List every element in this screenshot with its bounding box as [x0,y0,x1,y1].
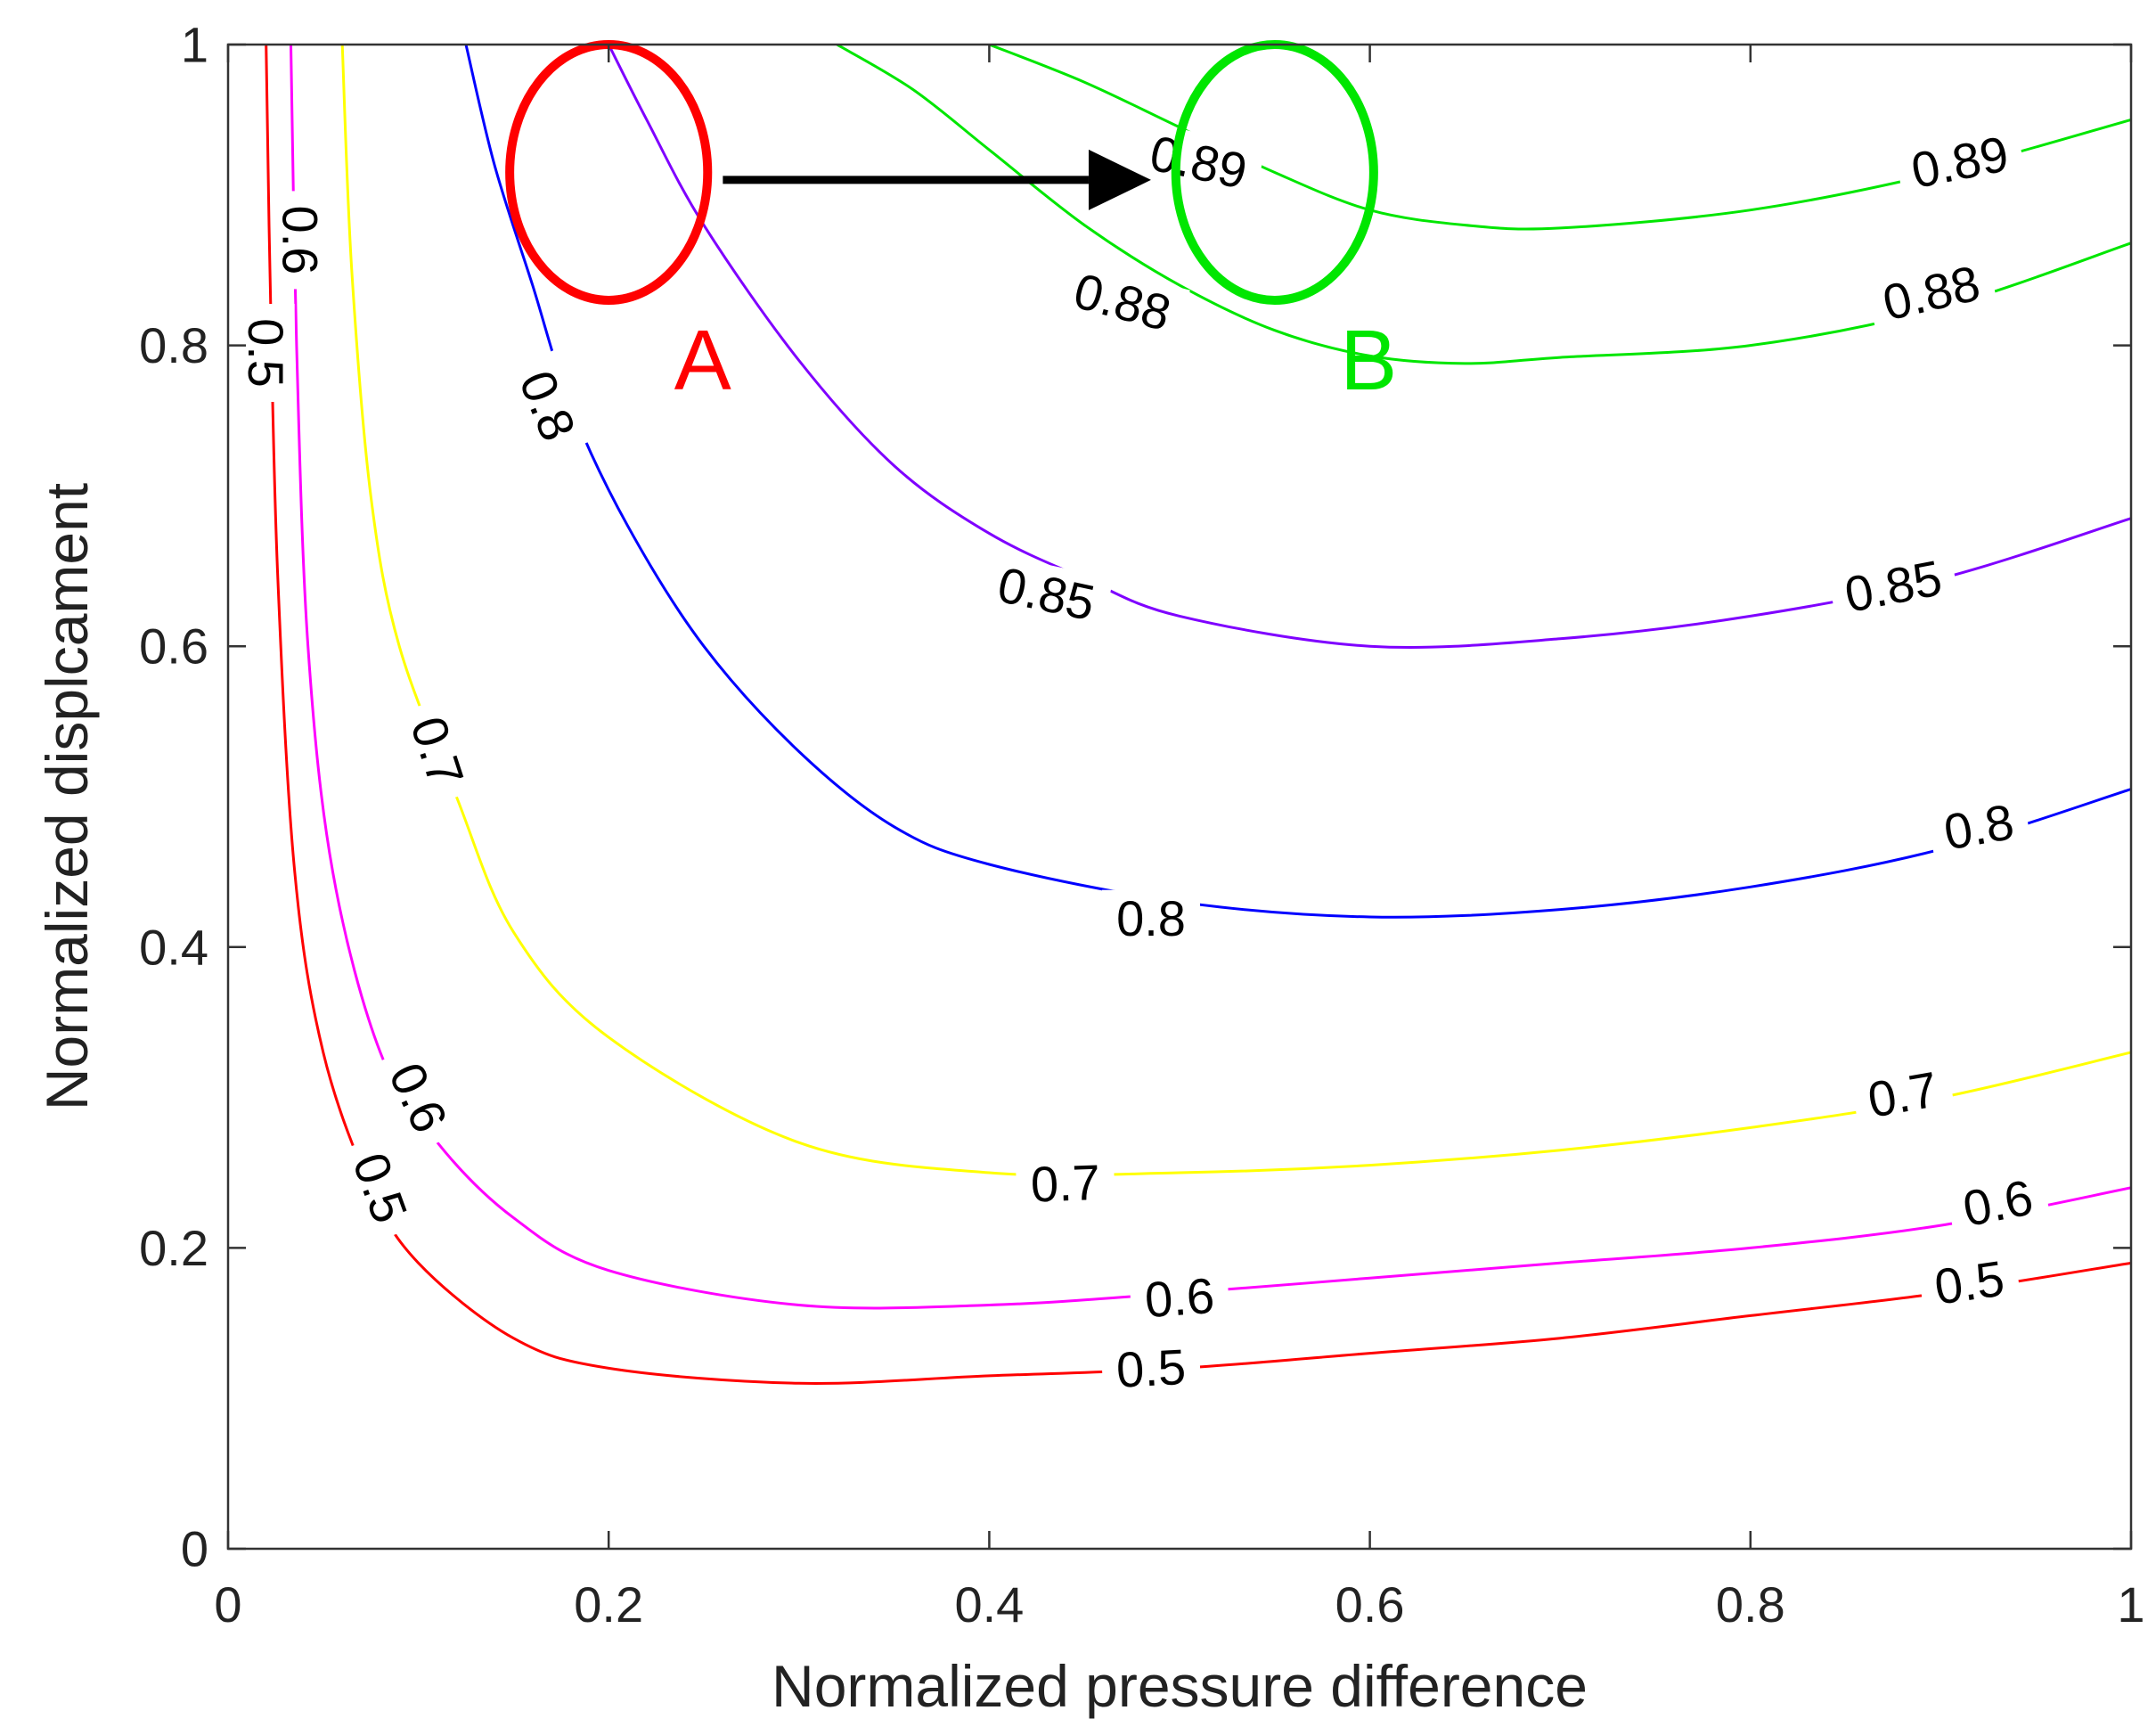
contour-line-0-89 [988,45,2131,231]
contour-label-bg [1128,1265,1231,1330]
contour-label-group: 0.5 [1100,1337,1202,1400]
contour-label-bg [502,349,593,462]
contour-label-group: 0.5 [237,304,295,402]
marker-label-b: B [1340,313,1397,408]
y-tick-label: 0.2 [139,1220,208,1276]
contour-label: 0.6 [1958,1168,2037,1237]
contour-label: 0.8 [1116,890,1186,946]
contour-label-group: 0.8 [1925,790,2032,863]
contour-label-bg [1015,1152,1115,1214]
y-tick-label: 0.8 [139,317,208,373]
contour-label-bg [1925,790,2032,863]
contour-label-group: 0.6 [1128,1265,1231,1330]
contour-line-0-6 [290,45,2131,1310]
contour-label-group: 0.8 [1102,889,1200,947]
contour-label: 0.5 [1931,1250,2007,1315]
contour-layer: 0.50.50.50.50.60.60.60.60.70.70.70.80.80… [237,45,2131,1400]
contour-line-0-85 [607,45,2131,649]
contour-line-0-88 [836,45,2131,365]
axes-box [226,43,2133,1551]
contour-label-group: 0.6 [272,191,330,290]
contour-label-bg [1892,121,2027,202]
contour-line-0-7 [340,45,2131,1177]
contour-label-bg [1131,120,1266,203]
contour-line-0-5 [265,45,2131,1385]
contour-label-group: 0.7 [1849,1058,1956,1132]
contour-label-bg [1826,545,1960,626]
y-axis-label: Normalized displcament [34,483,100,1110]
contour-label: 0.5 [238,318,294,388]
marker-label-a: A [674,313,731,408]
x-tick-label: 0.4 [954,1576,1024,1633]
contour-label-bg [979,552,1114,634]
contour-label: 0.7 [1030,1154,1101,1213]
y-tick-label: 0 [181,1521,208,1577]
y-tick-label: 0.6 [139,618,208,675]
contour-label-bg [395,696,480,807]
contour-label-bg [1864,250,1999,335]
x-tick-label: 1 [2117,1576,2144,1633]
contour-label-group: 0.7 [1015,1152,1115,1214]
x-tick-label: 0.8 [1716,1576,1785,1633]
axes-layer: 0 0.2 0.4 0.6 0.8 1 0 0.2 0.4 0.6 0.8 1 [139,17,2144,1633]
contour-label-group: 0.5 [1916,1247,2022,1318]
contour-label: 0.5 [1115,1338,1187,1398]
contour-label-bg [237,304,295,402]
x-tick-label: 0.6 [1335,1576,1405,1633]
contour-label: 0.6 [1143,1267,1216,1328]
contour-label: 0.6 [273,205,329,274]
contour-label-bg [337,1132,424,1244]
contour-label: 0.7 [1864,1060,1942,1128]
x-tick-label: 0.2 [574,1576,643,1633]
contour-label-bg [372,1041,465,1154]
contour-label-bg [272,191,330,290]
contour-label-bg [1102,889,1200,947]
contour-label-group: 0.6 [1944,1165,2052,1240]
y-tick-label: 0.4 [139,919,208,975]
contour-labels: 0.50.50.50.50.60.60.60.60.70.70.70.80.80… [237,120,2052,1400]
contour-label-bg [1055,258,1190,346]
contour-label: 0.8 [1940,793,2018,861]
contour-label-bg [1916,1247,2022,1318]
contour-label-bg [1944,1165,2052,1240]
x-axis-label: Normalized pressure difference [772,1653,1588,1719]
arrow-head [1088,149,1151,210]
x-tick-label: 0 [214,1576,241,1633]
y-tick-label: 1 [181,17,208,73]
contour-label-bg [1100,1337,1202,1400]
contour-label-bg [1849,1058,1956,1132]
